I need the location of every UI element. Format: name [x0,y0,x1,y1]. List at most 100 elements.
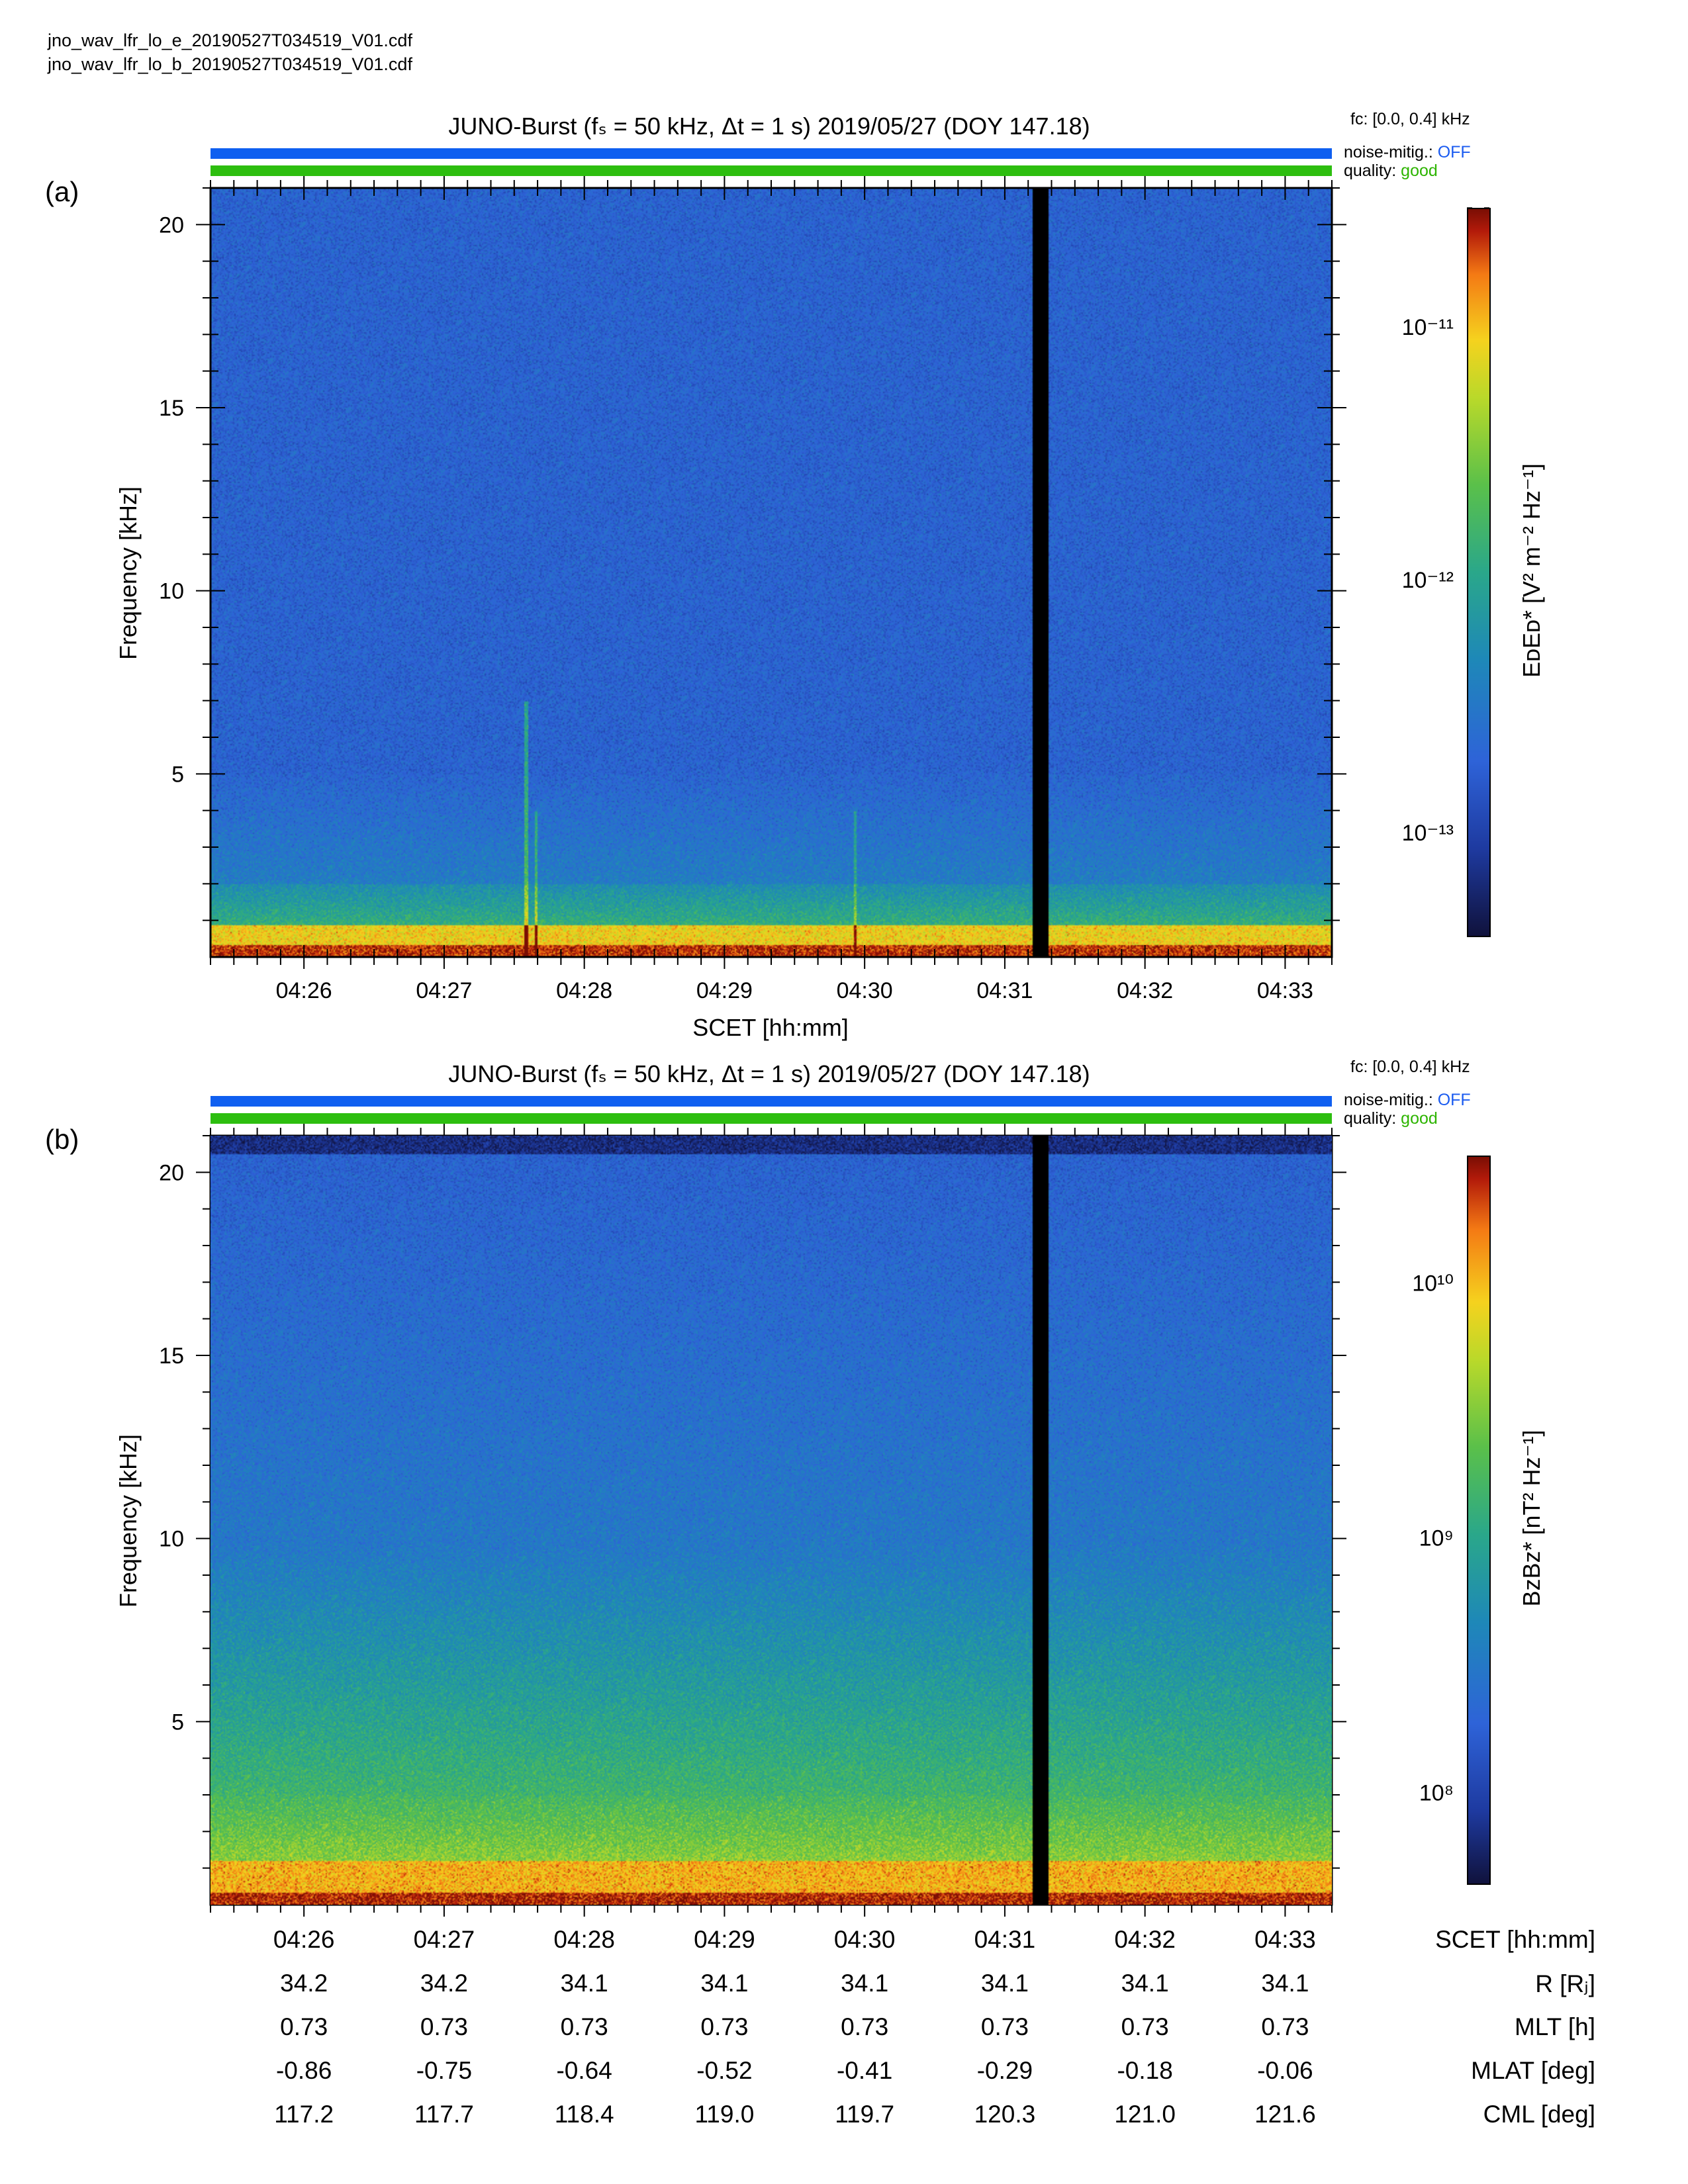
noise-value: OFF [1437,1091,1471,1109]
ephemeris-cell: 04:26 [273,1926,335,1953]
panel-b-noise-bar [211,1096,1332,1107]
ephemeris-cell: 34.1 [841,1970,889,1997]
y-tick-label: 10 [159,579,184,604]
colorbar-tick-label: 10¹⁰ [1412,1271,1454,1296]
y-tick-label: 20 [159,1160,184,1185]
ephemeris-row-label: SCET [hh:mm] [1435,1926,1595,1953]
ephemeris-cell: -0.52 [696,2057,753,2084]
noise-label: noise-mitig.: [1344,143,1433,161]
ephemeris-cell: -0.64 [556,2057,612,2084]
ephemeris-cell: 0.73 [1121,2013,1169,2040]
ephemeris-row-label: MLT [h] [1514,2013,1595,2040]
ephemeris-cell: 34.2 [420,1970,468,1997]
ephemeris-row-label: R [Rⱼ] [1535,1970,1595,1997]
panel-b-quality-status: quality: good [1344,1109,1438,1128]
x-tick-label: 04:26 [276,978,332,1003]
y-tick-label: 15 [159,1343,184,1369]
panel-b-colorbar-label: BᴢBᴢ* [nT² Hz⁻¹] [1518,1430,1545,1607]
ephemeris-row-label: CML [deg] [1483,2101,1595,2128]
ephemeris-cell: 0.73 [841,2013,889,2040]
ephemeris-cell: 34.1 [560,1970,608,1997]
panel-a-spectrogram [211,188,1332,957]
noise-value: OFF [1437,143,1471,161]
ephemeris-cell: 04:27 [413,1926,475,1953]
panel-b-spectrogram [211,1136,1332,1905]
panel-a-noise-status: noise-mitig.: OFF [1344,143,1471,162]
ephemeris-cell: -0.06 [1257,2057,1313,2084]
x-tick-label: 04:28 [556,978,612,1003]
ephemeris-cell: 121.0 [1114,2101,1176,2128]
panel-a-quality-status: quality: good [1344,161,1438,181]
noise-label: noise-mitig.: [1344,1091,1433,1109]
ephemeris-cell: 118.4 [554,2101,614,2128]
panel-a-fc: fᴄ: [0.0, 0.4] kHz [1350,110,1470,128]
x-tick-label: 04:27 [416,978,472,1003]
panel-a-ylabel: Frequency [kHz] [115,486,142,660]
ephemeris-cell: -0.86 [275,2057,332,2084]
colorbar-tick-label: 10⁹ [1419,1525,1454,1551]
ephemeris-cell: 04:31 [974,1926,1036,1953]
panel-b-noise-status: noise-mitig.: OFF [1344,1091,1471,1110]
file-name-e: jno_wav_lfr_lo_e_20190527T034519_V01.cdf [48,30,412,50]
file-name-b: jno_wav_lfr_lo_b_20190527T034519_V01.cdf [48,54,412,74]
x-tick-label: 04:29 [696,978,753,1003]
y-tick-label: 5 [171,762,184,787]
y-tick-label: 10 [159,1527,184,1552]
ephemeris-cell: 0.73 [560,2013,608,2040]
ephemeris-cell: 04:28 [553,1926,615,1953]
panel-a-title: JUNO-Burst (fₛ = 50 kHz, Δt = 1 s) 2019/… [448,113,1090,140]
y-tick-label: 5 [171,1709,184,1735]
ephemeris-cell: 34.2 [280,1970,328,1997]
ephemeris-cell: 117.2 [274,2101,334,2128]
ephemeris-cell: 04:32 [1114,1926,1176,1953]
quality-value: good [1401,161,1438,180]
panel-a-colorbar-label: EᴅEᴅ* [V² m⁻² Hz⁻¹] [1518,463,1545,678]
ephemeris-cell: 120.3 [974,2101,1036,2128]
ephemeris-cell: 0.73 [700,2013,749,2040]
ephemeris-cell: 117.7 [414,2101,474,2128]
panel-a-quality-bar [211,165,1332,176]
y-tick-label: 15 [159,396,184,421]
ephemeris-cell: 0.73 [420,2013,468,2040]
ephemeris-row-label: MLAT [deg] [1471,2057,1595,2084]
ephemeris-cell: -0.29 [976,2057,1033,2084]
ephemeris-cell: 04:30 [833,1926,896,1953]
panel-a-label: (a) [45,176,79,207]
panel-b-fc: fᴄ: [0.0, 0.4] kHz [1350,1058,1470,1076]
x-tick-label: 04:31 [976,978,1033,1003]
colorbar-tick-label: 10⁻¹³ [1402,821,1454,846]
ephemeris-cell: 121.6 [1254,2101,1316,2128]
colorbar-tick-label: 10⁻¹² [1402,568,1454,593]
panel-b-title: JUNO-Burst (fₛ = 50 kHz, Δt = 1 s) 2019/… [448,1060,1090,1087]
panel-b-label: (b) [45,1124,79,1155]
ephemeris-cell: 34.1 [980,1970,1029,1997]
panel-b-colorbar [1467,1156,1491,1885]
panel-a-heatmap [211,188,1332,957]
panel-a-noise-bar [211,148,1332,159]
panel-a-colorbar [1467,208,1491,937]
ephemeris-cell: 34.1 [1261,1970,1309,1997]
ephemeris-cell: 0.73 [980,2013,1029,2040]
ephemeris-cell: 119.0 [694,2101,755,2128]
panel-b-quality-bar [211,1113,1332,1124]
x-tick-label: 04:33 [1257,978,1313,1003]
colorbar-tick-label: 10⁻¹¹ [1402,315,1454,340]
ephemeris-cell: -0.75 [416,2057,473,2084]
quality-label: quality: [1344,161,1397,180]
ephemeris-cell: 119.7 [835,2101,895,2128]
panel-a-xlabel: SCET [hh:mm] [692,1014,849,1041]
y-tick-label: 20 [159,212,184,238]
ephemeris-cell: 04:33 [1254,1926,1316,1953]
quality-label: quality: [1344,1109,1397,1128]
ephemeris-cell: -0.41 [836,2057,893,2084]
x-tick-label: 04:30 [837,978,893,1003]
panel-b-ylabel: Frequency [kHz] [115,1433,142,1608]
ephemeris-cell: 04:29 [694,1926,755,1953]
colorbar-tick-label: 10⁸ [1419,1780,1454,1805]
x-tick-label: 04:32 [1117,978,1173,1003]
quality-value: good [1401,1109,1438,1128]
ephemeris-cell: 34.1 [700,1970,749,1997]
ephemeris-cell: -0.18 [1117,2057,1173,2084]
